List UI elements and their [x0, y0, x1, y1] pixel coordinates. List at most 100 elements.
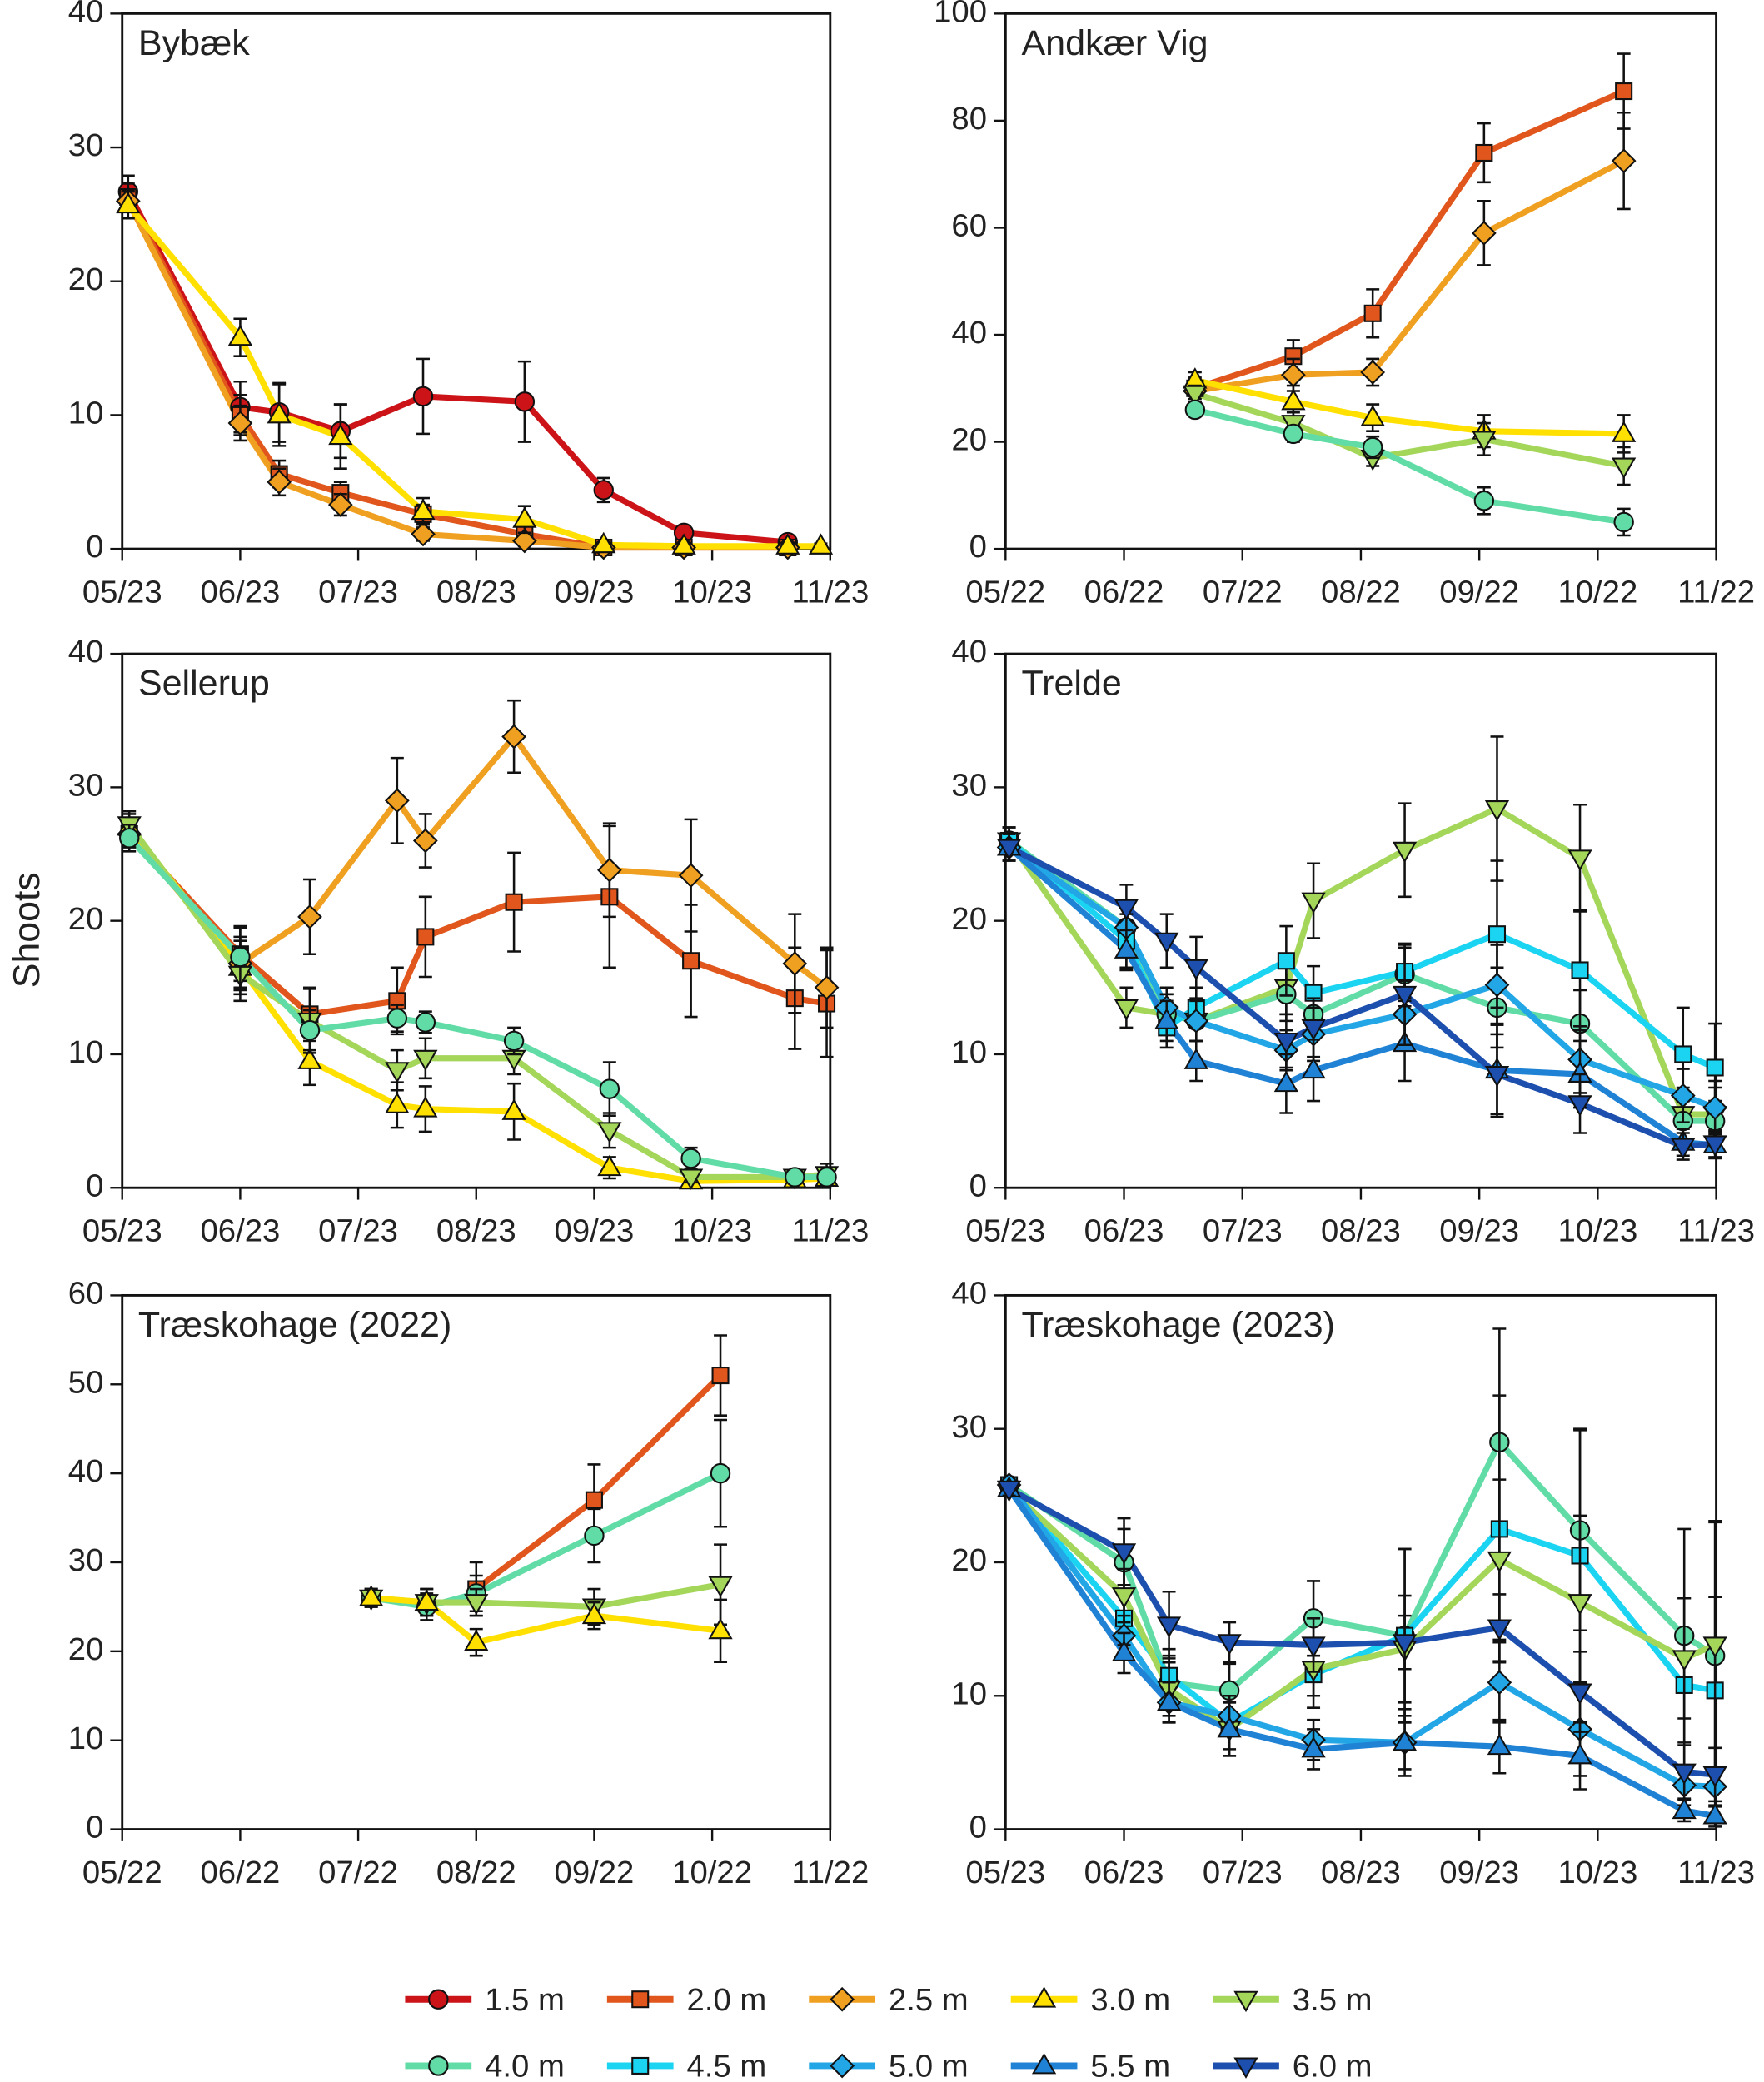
marker	[711, 1367, 730, 1385]
marker	[1156, 1616, 1182, 1638]
series-line	[1007, 1487, 1717, 1732]
marker	[297, 1048, 322, 1069]
y-tick-label: 50	[68, 1364, 104, 1400]
marker	[1706, 1058, 1724, 1077]
panel-title: Træskohage (2022)	[138, 1305, 451, 1345]
marker	[1612, 457, 1637, 479]
marker	[1363, 304, 1382, 322]
y-tick-label: 40	[68, 1453, 104, 1489]
y-tick-label: 20	[68, 261, 104, 297]
x-tick-label: 07/22	[1203, 574, 1283, 610]
legend-label: 1.5 m	[485, 1982, 565, 2018]
marker	[1360, 360, 1386, 385]
marker	[328, 423, 353, 446]
marker	[1277, 952, 1295, 970]
marker	[830, 1986, 855, 2012]
y-tick-label: 0	[86, 1168, 103, 1203]
marker	[327, 492, 353, 517]
marker	[996, 1480, 1022, 1502]
y-tick-label: 30	[951, 1409, 987, 1445]
marker	[1392, 1634, 1418, 1656]
marker	[1114, 999, 1139, 1021]
marker	[267, 401, 292, 424]
marker	[299, 1019, 321, 1041]
x-tick-label: 07/23	[318, 574, 398, 610]
y-tick-label: 20	[951, 901, 987, 937]
series-line	[1007, 1439, 1717, 1694]
x-tick-label: 10/23	[672, 574, 752, 610]
marker	[808, 533, 834, 555]
marker	[1567, 1742, 1592, 1765]
legend-label: 5.5 m	[1090, 2049, 1170, 2082]
marker	[1487, 1551, 1512, 1573]
marker	[385, 1092, 410, 1113]
marker	[1031, 1986, 1057, 2008]
marker	[414, 1589, 439, 1611]
panel-title: Andkær Vig	[1021, 23, 1208, 63]
panel-title: Sellerup	[138, 664, 270, 704]
x-tick-label: 07/23	[318, 1213, 398, 1249]
marker	[1114, 899, 1139, 921]
x-tick-label: 06/22	[201, 1855, 281, 1890]
marker	[1183, 1009, 1209, 1034]
marker	[386, 1008, 408, 1029]
x-tick-label: 08/23	[1321, 1855, 1401, 1890]
marker	[584, 1525, 605, 1547]
marker	[1301, 892, 1326, 914]
x-tick-label: 09/22	[555, 1855, 635, 1890]
series-line	[126, 202, 821, 550]
marker	[1471, 221, 1497, 246]
marker	[596, 857, 622, 883]
series-line	[474, 1373, 723, 1591]
marker	[708, 1617, 733, 1640]
x-tick-label: 07/22	[318, 1855, 398, 1890]
x-tick-label: 11/22	[791, 1855, 869, 1890]
x-tick-label: 10/23	[1557, 1213, 1637, 1249]
marker	[1031, 2052, 1057, 2075]
marker	[1672, 1650, 1697, 1671]
series-line	[1194, 157, 1626, 395]
marker	[505, 893, 523, 911]
marker	[1111, 1640, 1137, 1661]
marker	[1156, 1689, 1182, 1711]
x-tick-label: 08/23	[436, 574, 516, 610]
marker	[593, 480, 614, 501]
marker	[1484, 972, 1510, 998]
marker	[1183, 385, 1208, 407]
x-tick-label: 05/23	[965, 1855, 1045, 1890]
legend-label: 5.0 m	[889, 2049, 969, 2082]
y-tick-label: 20	[68, 1631, 104, 1667]
legend-label: 2.5 m	[889, 1982, 969, 2018]
x-tick-label: 11/23	[791, 574, 869, 610]
x-tick-label: 11/23	[1677, 1213, 1755, 1249]
x-tick-label: 05/23	[965, 1213, 1045, 1249]
series-line	[127, 825, 827, 1184]
series-line	[125, 190, 789, 545]
y-tick-label: 60	[68, 1276, 104, 1312]
marker	[1233, 2057, 1258, 2079]
marker	[1613, 511, 1634, 533]
x-tick-label: 11/23	[791, 1213, 869, 1249]
marker	[415, 1012, 436, 1033]
marker	[1567, 1594, 1592, 1616]
marker	[785, 1167, 805, 1188]
y-tick-label: 10	[68, 1721, 104, 1756]
x-tick-label: 11/23	[1677, 1855, 1755, 1890]
y-tick-label: 30	[68, 127, 104, 163]
marker	[1362, 436, 1383, 458]
marker	[1702, 1135, 1727, 1157]
marker	[814, 974, 840, 1000]
marker	[710, 1462, 731, 1484]
plot-frame	[121, 1293, 832, 1830]
marker	[671, 533, 696, 555]
marker	[1301, 1636, 1326, 1658]
marker	[1484, 1066, 1510, 1088]
marker	[413, 1096, 438, 1118]
marker	[1487, 1733, 1512, 1756]
marker	[1360, 405, 1385, 426]
marker	[1301, 1019, 1326, 1041]
y-tick-label: 30	[951, 767, 987, 803]
x-tick-label: 10/23	[672, 1213, 752, 1249]
y-tick-label: 0	[969, 1168, 987, 1203]
